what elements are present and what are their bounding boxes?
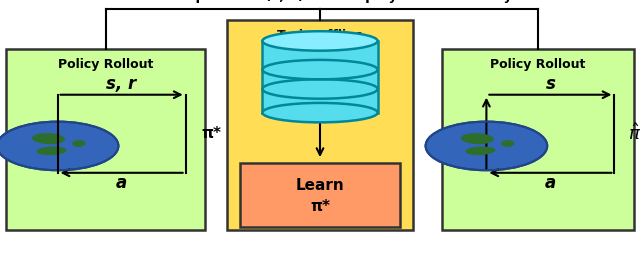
- Text: s: s: [545, 76, 556, 93]
- Ellipse shape: [501, 140, 515, 147]
- Ellipse shape: [426, 122, 547, 170]
- Text: a: a: [545, 174, 556, 192]
- Text: Policy Rollout: Policy Rollout: [490, 58, 586, 71]
- Text: Learn: Learn: [296, 178, 344, 193]
- Text: π*: π*: [202, 126, 221, 141]
- Text: s, r: s, r: [106, 76, 137, 93]
- Ellipse shape: [465, 146, 495, 155]
- Text: π*: π*: [310, 199, 330, 214]
- Bar: [262, 41, 378, 113]
- Ellipse shape: [262, 31, 378, 51]
- FancyBboxPatch shape: [240, 163, 400, 227]
- FancyBboxPatch shape: [227, 20, 413, 230]
- Ellipse shape: [262, 103, 378, 122]
- Ellipse shape: [461, 133, 494, 144]
- FancyBboxPatch shape: [6, 49, 205, 230]
- Ellipse shape: [0, 122, 118, 170]
- Text: Deploy Learned Policy: Deploy Learned Policy: [345, 0, 513, 3]
- Text: Policy Rollout: Policy Rollout: [58, 58, 154, 71]
- Text: $\hat{\pi}$: $\hat{\pi}$: [628, 123, 640, 144]
- Ellipse shape: [72, 140, 86, 147]
- Ellipse shape: [32, 133, 65, 144]
- FancyBboxPatch shape: [442, 49, 634, 230]
- Text: a: a: [116, 174, 127, 192]
- Ellipse shape: [36, 146, 67, 155]
- Text: Train Offline: Train Offline: [276, 29, 364, 42]
- Text: Collect Experience (s, a): Collect Experience (s, a): [122, 0, 304, 3]
